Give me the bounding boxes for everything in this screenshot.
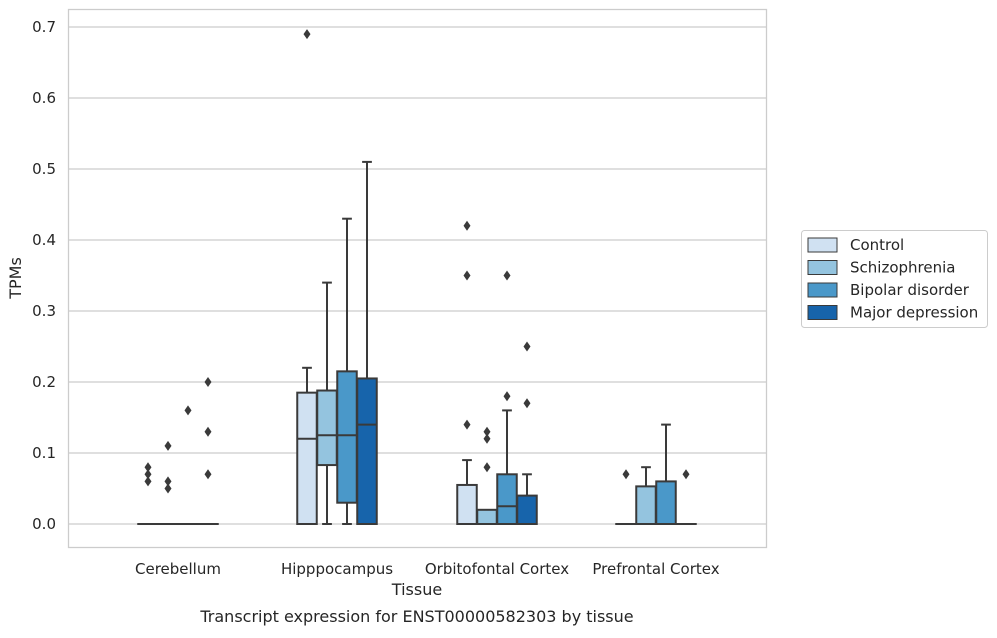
plot-frame	[69, 10, 767, 548]
box-body	[317, 391, 337, 466]
box-major-depression	[676, 469, 696, 524]
box-body	[457, 485, 477, 524]
y-tick-label: 0.2	[32, 373, 56, 391]
outlier-point	[683, 469, 690, 479]
y-tick-label: 0.0	[32, 515, 56, 533]
legend: Control Schizophrenia Bipolar disorder Majo…	[802, 231, 988, 328]
outlier-point	[464, 271, 471, 281]
box-body	[656, 481, 676, 524]
box-body	[357, 378, 377, 524]
box-bipolar-disorder	[497, 271, 517, 525]
box-body	[297, 393, 317, 524]
box-body	[477, 510, 497, 524]
legend-label: Major depression	[850, 304, 978, 322]
box-body	[517, 496, 537, 524]
legend-label: Schizophrenia	[850, 259, 955, 277]
outlier-point	[165, 484, 172, 494]
outlier-point	[165, 441, 172, 451]
outlier-point	[145, 476, 152, 486]
box-schizophrenia	[317, 283, 337, 524]
x-tick-label: Hipppocampus	[281, 560, 393, 578]
y-tick-label: 0.7	[32, 18, 56, 36]
legend-swatch	[808, 306, 837, 320]
x-tick-labels: Cerebellum Hipppocampus Orbitofontal Corte…	[135, 560, 720, 578]
y-tick-label: 0.6	[32, 89, 56, 107]
outlier-point	[464, 221, 471, 231]
outlier-point	[464, 420, 471, 430]
outlier-point	[524, 398, 531, 408]
legend-swatch	[808, 261, 837, 275]
box-bipolar-disorder	[656, 425, 676, 524]
x-axis-label: Tissue	[391, 580, 442, 599]
legend-swatch	[808, 283, 837, 297]
legend-label: Bipolar disorder	[850, 281, 970, 299]
outlier-point	[504, 391, 511, 401]
outlier-point	[484, 462, 491, 472]
box-bipolar-disorder	[178, 405, 198, 524]
y-axis-label: TPMs	[6, 257, 25, 300]
outlier-point	[205, 469, 212, 479]
outlier-point	[205, 427, 212, 437]
box-body	[497, 474, 517, 524]
figure-caption: Transcript expression for ENST0000058230…	[199, 607, 633, 626]
gridlines	[68, 27, 766, 524]
legend-label: Control	[850, 236, 904, 254]
x-tick-label: Prefrontal Cortex	[592, 560, 719, 578]
box-control	[616, 469, 636, 524]
x-tick-label: Orbitofontal Cortex	[425, 560, 569, 578]
outlier-point	[185, 405, 192, 415]
box-major-depression	[198, 377, 218, 524]
outlier-point	[205, 377, 212, 387]
box-bipolar-disorder	[337, 219, 357, 524]
y-tick-label: 0.1	[32, 444, 56, 462]
y-tick-label: 0.4	[32, 231, 56, 249]
box-body	[636, 486, 656, 524]
box-control	[138, 462, 158, 524]
x-tick-label: Cerebellum	[135, 560, 221, 578]
box-major-depression	[517, 342, 537, 525]
box-control	[457, 221, 477, 524]
outlier-point	[484, 434, 491, 444]
y-tick-label: 0.5	[32, 160, 56, 178]
legend-swatch	[808, 238, 837, 252]
box-layer	[138, 29, 696, 524]
box-major-depression	[357, 162, 377, 524]
outlier-point	[504, 271, 511, 281]
box-control	[297, 29, 317, 524]
outlier-point	[524, 342, 531, 352]
box-schizophrenia	[636, 467, 656, 524]
box-schizophrenia	[477, 427, 497, 524]
outlier-point	[623, 469, 630, 479]
outlier-point	[304, 29, 311, 39]
y-tick-label: 0.3	[32, 302, 56, 320]
box-body	[337, 371, 357, 502]
y-tick-labels: 0.0 0.1 0.2 0.3 0.4 0.5 0.6 0.7	[32, 18, 56, 533]
